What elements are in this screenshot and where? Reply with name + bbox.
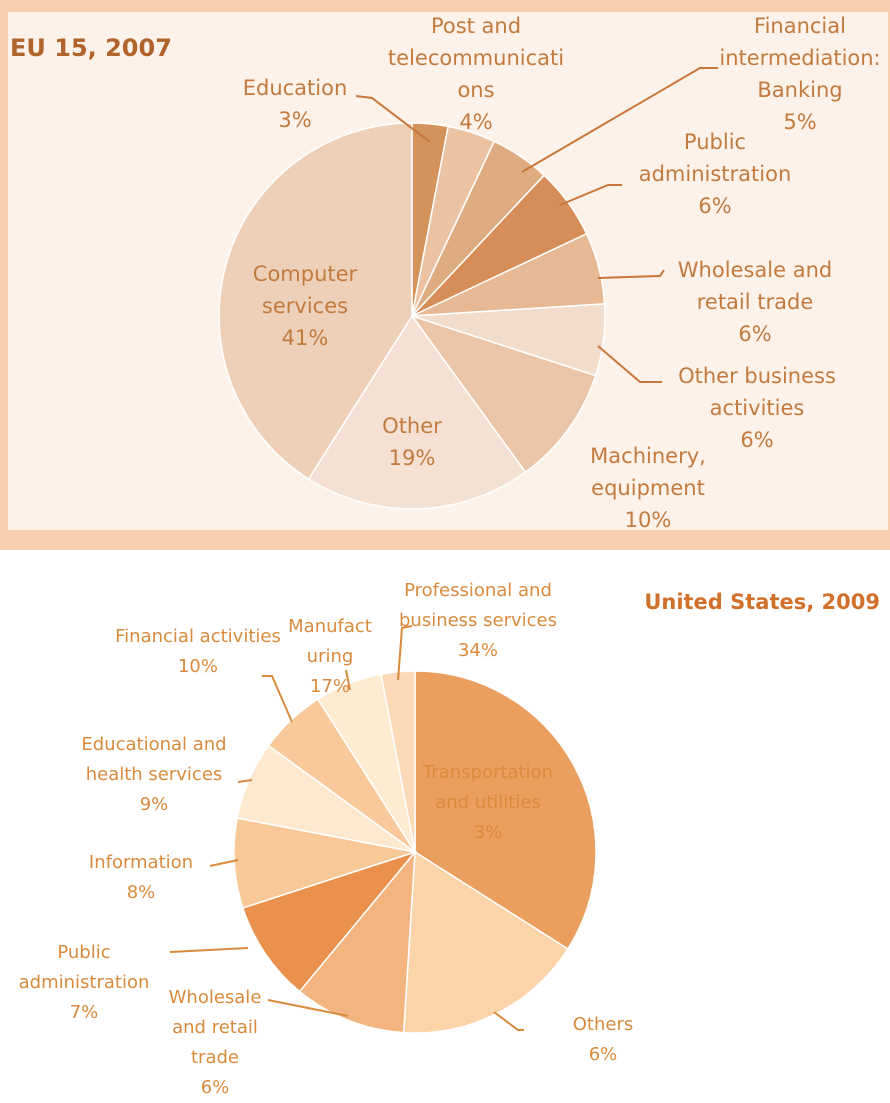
- slice-label: Transportation and utilities 3%: [408, 758, 568, 848]
- value-label: 10%: [624, 508, 672, 532]
- pie-slice: [414, 670, 597, 951]
- value-label: 7%: [69, 1002, 99, 1023]
- slice-label: Other business activities 6%: [657, 360, 857, 456]
- charts: [169, 67, 718, 1034]
- category-label: Transportation and utilities: [423, 762, 553, 813]
- leader-line: [345, 669, 351, 691]
- slice-label: Public administration 6%: [615, 126, 815, 222]
- chart-title: United States, 2009: [644, 590, 880, 614]
- leader-line: [559, 184, 622, 206]
- slice-label: Professional and business services 34%: [393, 576, 563, 666]
- pie-slice: [233, 817, 416, 909]
- slice-label: Others 6%: [513, 1010, 693, 1070]
- leader-line: [597, 269, 665, 279]
- value-label: 9%: [139, 794, 169, 815]
- pie-slice: [410, 314, 597, 474]
- category-label: Wholesale and retail trade: [168, 987, 262, 1068]
- slice-label: Financial activities 10%: [108, 622, 288, 682]
- slice-label: Manufacturing 17%: [285, 612, 375, 702]
- slice-label: Education 3%: [230, 72, 360, 136]
- slice-label: Computer services 41%: [235, 258, 375, 354]
- slice-label: Wholesale and retail trade 6%: [155, 983, 275, 1103]
- leader-line: [209, 859, 239, 867]
- category-label: Manufacturing: [288, 616, 372, 667]
- value-label: 41%: [281, 326, 329, 350]
- slice-label: Public administration 7%: [0, 938, 169, 1028]
- chart-title: EU 15, 2007: [10, 34, 172, 62]
- value-label: 17%: [309, 676, 350, 697]
- slice-label: Educational and health services 9%: [69, 730, 239, 820]
- leader-line: [237, 779, 253, 783]
- category-label: Computer services: [252, 262, 358, 318]
- value-label: 4%: [459, 110, 493, 134]
- category-label: Professional and business services: [398, 580, 558, 631]
- leader-line: [169, 947, 249, 953]
- leader-line: [262, 675, 293, 723]
- category-label: Public administration: [638, 130, 792, 186]
- slice-label: Machinery, equipment 10%: [563, 440, 733, 536]
- category-label: Financial intermediation: Banking: [719, 14, 881, 102]
- value-label: 3%: [278, 108, 312, 132]
- value-label: 19%: [388, 446, 436, 470]
- category-label: Information: [88, 852, 194, 873]
- pie-slice: [298, 849, 416, 1034]
- slice-label: Financial intermediation: Banking 5%: [714, 10, 886, 138]
- category-label: Machinery, equipment: [590, 444, 706, 500]
- value-label: 5%: [783, 110, 817, 134]
- category-label: Post and telecommunications: [387, 14, 565, 102]
- category-label: Other: [382, 414, 442, 438]
- leader-line: [267, 999, 349, 1017]
- slice-label: Other 19%: [352, 410, 472, 474]
- value-label: 6%: [738, 322, 772, 346]
- category-label: Public administration: [18, 942, 150, 993]
- slice-label: Post and telecommunications 4%: [386, 10, 566, 138]
- pie-slice: [218, 122, 413, 480]
- slice-label: Wholesale and retail trade 6%: [655, 254, 855, 350]
- value-label: 8%: [126, 882, 156, 903]
- value-label: 3%: [473, 822, 503, 843]
- leader-line: [355, 95, 431, 143]
- leader-line: [521, 67, 718, 173]
- value-label: 6%: [698, 194, 732, 218]
- value-label: 6%: [200, 1077, 230, 1098]
- value-label: 10%: [177, 656, 218, 677]
- category-label: Education: [242, 76, 348, 100]
- leader-line: [397, 625, 413, 681]
- leader-line: [493, 1011, 524, 1031]
- value-label: 34%: [457, 640, 498, 661]
- category-label: Financial activities: [115, 626, 281, 647]
- category-label: Educational and health services: [81, 734, 227, 785]
- value-label: 6%: [740, 428, 774, 452]
- category-label: Others: [572, 1014, 634, 1035]
- slice-label: Information 8%: [61, 848, 221, 908]
- category-label: Other business activities: [678, 364, 836, 420]
- pie-slice: [241, 850, 418, 993]
- pie-slice: [307, 314, 527, 510]
- value-label: 6%: [588, 1044, 618, 1065]
- leader-line: [597, 345, 662, 383]
- category-label: Wholesale and retail trade: [677, 258, 833, 314]
